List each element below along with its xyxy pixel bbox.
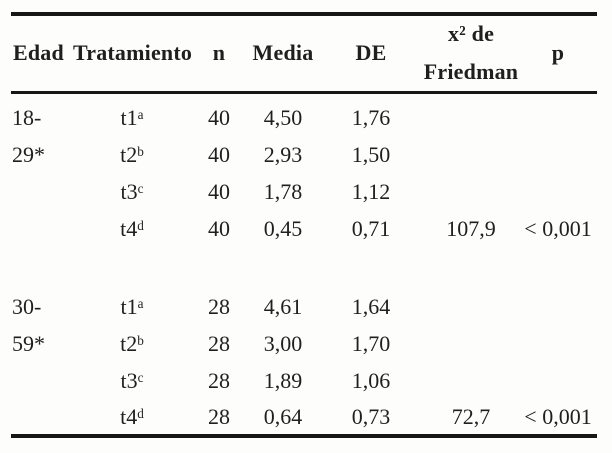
edad-group-label: 30-59* [12, 294, 45, 356]
col-header-tratamiento: Tratamiento [73, 14, 192, 94]
table-row: t2b 40 2,93 1,50 [11, 136, 597, 173]
cell-media: 0,64 [263, 403, 303, 429]
cell-tratamiento: t4d [120, 403, 144, 429]
treatment-superscript: d [137, 405, 144, 421]
cell-tratamiento: t2b [120, 141, 144, 167]
cell-media: 3,00 [263, 330, 303, 356]
cell-n: 40 [208, 141, 230, 167]
cell-tratamiento: t2b [120, 330, 144, 356]
cell-friedman: 72,7 [451, 403, 491, 429]
table-row: t3c 28 1,89 1,06 [11, 362, 597, 399]
cell-tratamiento: t3c [120, 367, 144, 393]
cell-tratamiento: t1a [120, 293, 144, 319]
spacer-row [11, 92, 597, 99]
friedman-header-line2: Friedman [423, 59, 519, 85]
cell-media: 4,61 [263, 293, 303, 319]
cell-de: 0,73 [351, 403, 391, 429]
cell-n: 28 [208, 403, 230, 429]
cell-n: 40 [208, 104, 230, 130]
cell-de: 1,12 [351, 178, 391, 204]
header-row: Edad Tratamiento n Media DE x² de Friedm… [11, 14, 597, 94]
col-header-de: DE [319, 14, 423, 94]
cell-de: 1,76 [351, 104, 391, 130]
friedman-statistics-table: Edad Tratamiento n Media DE x² de Friedm… [11, 12, 597, 438]
cell-p: < 0,001 [524, 403, 592, 429]
cell-friedman [423, 99, 519, 136]
table-row: t4d 28 0,64 0,73 72,7 < 0,001 [11, 399, 597, 436]
cell-p [519, 136, 597, 173]
cell-p [519, 99, 597, 136]
treatment-superscript: b [137, 143, 144, 159]
table-body: 18-29* t1a 40 4,50 1,76 t2b 40 2,93 1,50… [11, 92, 597, 436]
cell-n: 40 [208, 215, 230, 241]
col-header-friedman: x² de Friedman [423, 14, 519, 94]
treatment-superscript: d [137, 217, 144, 233]
treatment-superscript: a [137, 106, 144, 122]
cell-p [519, 325, 597, 362]
cell-tratamiento: t4d [120, 215, 144, 241]
col-header-edad: Edad [11, 14, 73, 94]
cell-de: 1,06 [351, 367, 391, 393]
cell-de: 1,64 [351, 293, 391, 319]
cell-p [519, 362, 597, 399]
cell-media: 1,89 [263, 367, 303, 393]
cell-n: 28 [208, 367, 230, 393]
cell-p: < 0,001 [524, 215, 592, 241]
cell-p [519, 288, 597, 325]
cell-friedman [423, 288, 519, 325]
col-header-n: n [191, 14, 247, 94]
cell-de: 1,50 [351, 141, 391, 167]
treatment-superscript: c [137, 369, 144, 385]
table-row: t3c 40 1,78 1,12 [11, 173, 597, 210]
table-row: 18-29* t1a 40 4,50 1,76 [11, 99, 597, 168]
table-header: Edad Tratamiento n Media DE x² de Friedm… [11, 14, 597, 94]
cell-de: 1,70 [351, 330, 391, 356]
cell-tratamiento: t1a [120, 104, 144, 130]
cell-n: 40 [208, 178, 230, 204]
table-row: t2b 28 3,00 1,70 [11, 325, 597, 362]
cell-media: 0,45 [263, 215, 303, 241]
table-row: t4d 40 0,45 0,71 107,9 < 0,001 [11, 210, 597, 247]
col-header-media: Media [247, 14, 319, 94]
cell-friedman: 107,9 [446, 215, 496, 241]
cell-friedman [423, 136, 519, 173]
treatment-superscript: a [137, 295, 144, 311]
treatment-superscript: b [137, 332, 144, 348]
cell-tratamiento: t3c [120, 178, 144, 204]
cell-friedman [423, 325, 519, 362]
cell-n: 28 [208, 293, 230, 319]
cell-n: 28 [208, 330, 230, 356]
friedman-header-line1: x² de [447, 21, 495, 47]
col-header-p: p [519, 14, 597, 94]
edad-group-label: 18-29* [12, 105, 45, 167]
cell-media: 1,78 [263, 178, 303, 204]
spacer-row [11, 247, 597, 288]
treatment-superscript: c [137, 180, 144, 196]
cell-media: 2,93 [263, 141, 303, 167]
cell-p [519, 173, 597, 210]
cell-de: 0,71 [351, 215, 391, 241]
cell-friedman [423, 173, 519, 210]
cell-friedman [423, 362, 519, 399]
table-row: 30-59* t1a 28 4,61 1,64 [11, 288, 597, 357]
cell-media: 4,50 [263, 104, 303, 130]
